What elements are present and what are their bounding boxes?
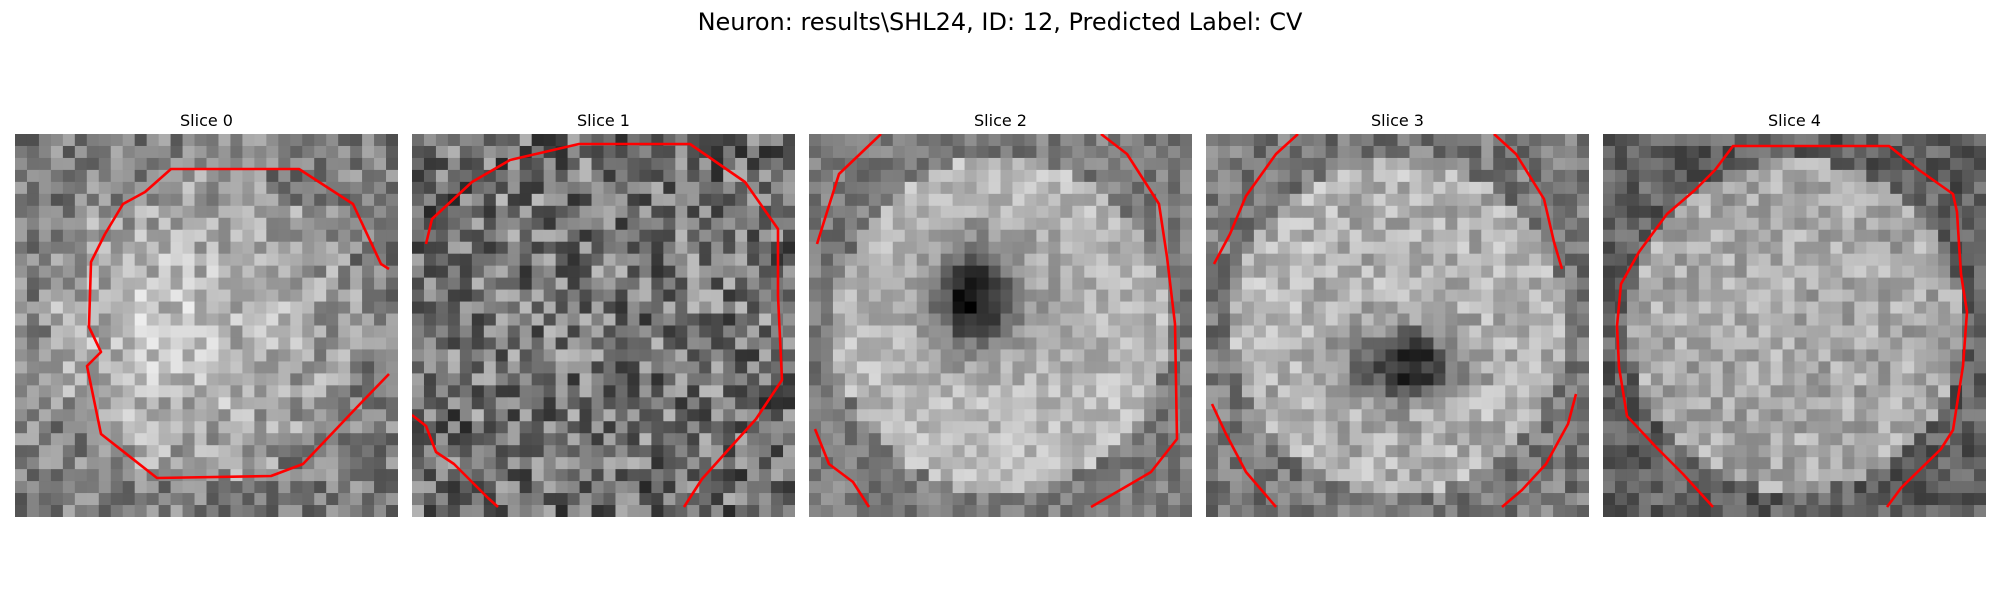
slice-title-0: Slice 0 (180, 111, 233, 130)
contour-line-3-2 (1210, 403, 1277, 508)
contour-line-2-2 (813, 428, 871, 508)
contour-line-3-3 (1501, 393, 1578, 508)
slice-panel-0: Slice 0 (15, 108, 398, 517)
contour-line-1-0 (424, 142, 784, 508)
slice-image-4 (1603, 134, 1986, 517)
slice-title-4: Slice 4 (1768, 111, 1821, 130)
contour-line-2-0 (815, 134, 882, 245)
contour-line-3-1 (1493, 134, 1564, 270)
figure-title: Neuron: results\SHL24, ID: 12, Predicted… (697, 8, 1303, 36)
slice-title-2: Slice 2 (974, 111, 1027, 130)
contour-line-3-0 (1212, 134, 1299, 265)
slice-title-1: Slice 1 (577, 111, 630, 130)
slice-panel-1: Slice 1 (412, 108, 795, 517)
slice-image-1 (412, 134, 795, 517)
contour-line-2-1 (1090, 134, 1179, 509)
slice-image-3 (1206, 134, 1589, 517)
slice-panel-2: Slice 2 (809, 108, 1192, 517)
contour-line-0-0 (85, 233, 390, 480)
slice-panel-4: Slice 4 (1603, 108, 1986, 517)
slice-image-2 (809, 134, 1192, 517)
contour-line-4-0 (1615, 144, 1969, 508)
contour-line-0-1 (103, 167, 390, 271)
slice-title-3: Slice 3 (1371, 111, 1424, 130)
contour-line-1-1 (412, 413, 499, 508)
slice-panel-3: Slice 3 (1206, 108, 1589, 517)
slice-image-0 (15, 134, 398, 517)
